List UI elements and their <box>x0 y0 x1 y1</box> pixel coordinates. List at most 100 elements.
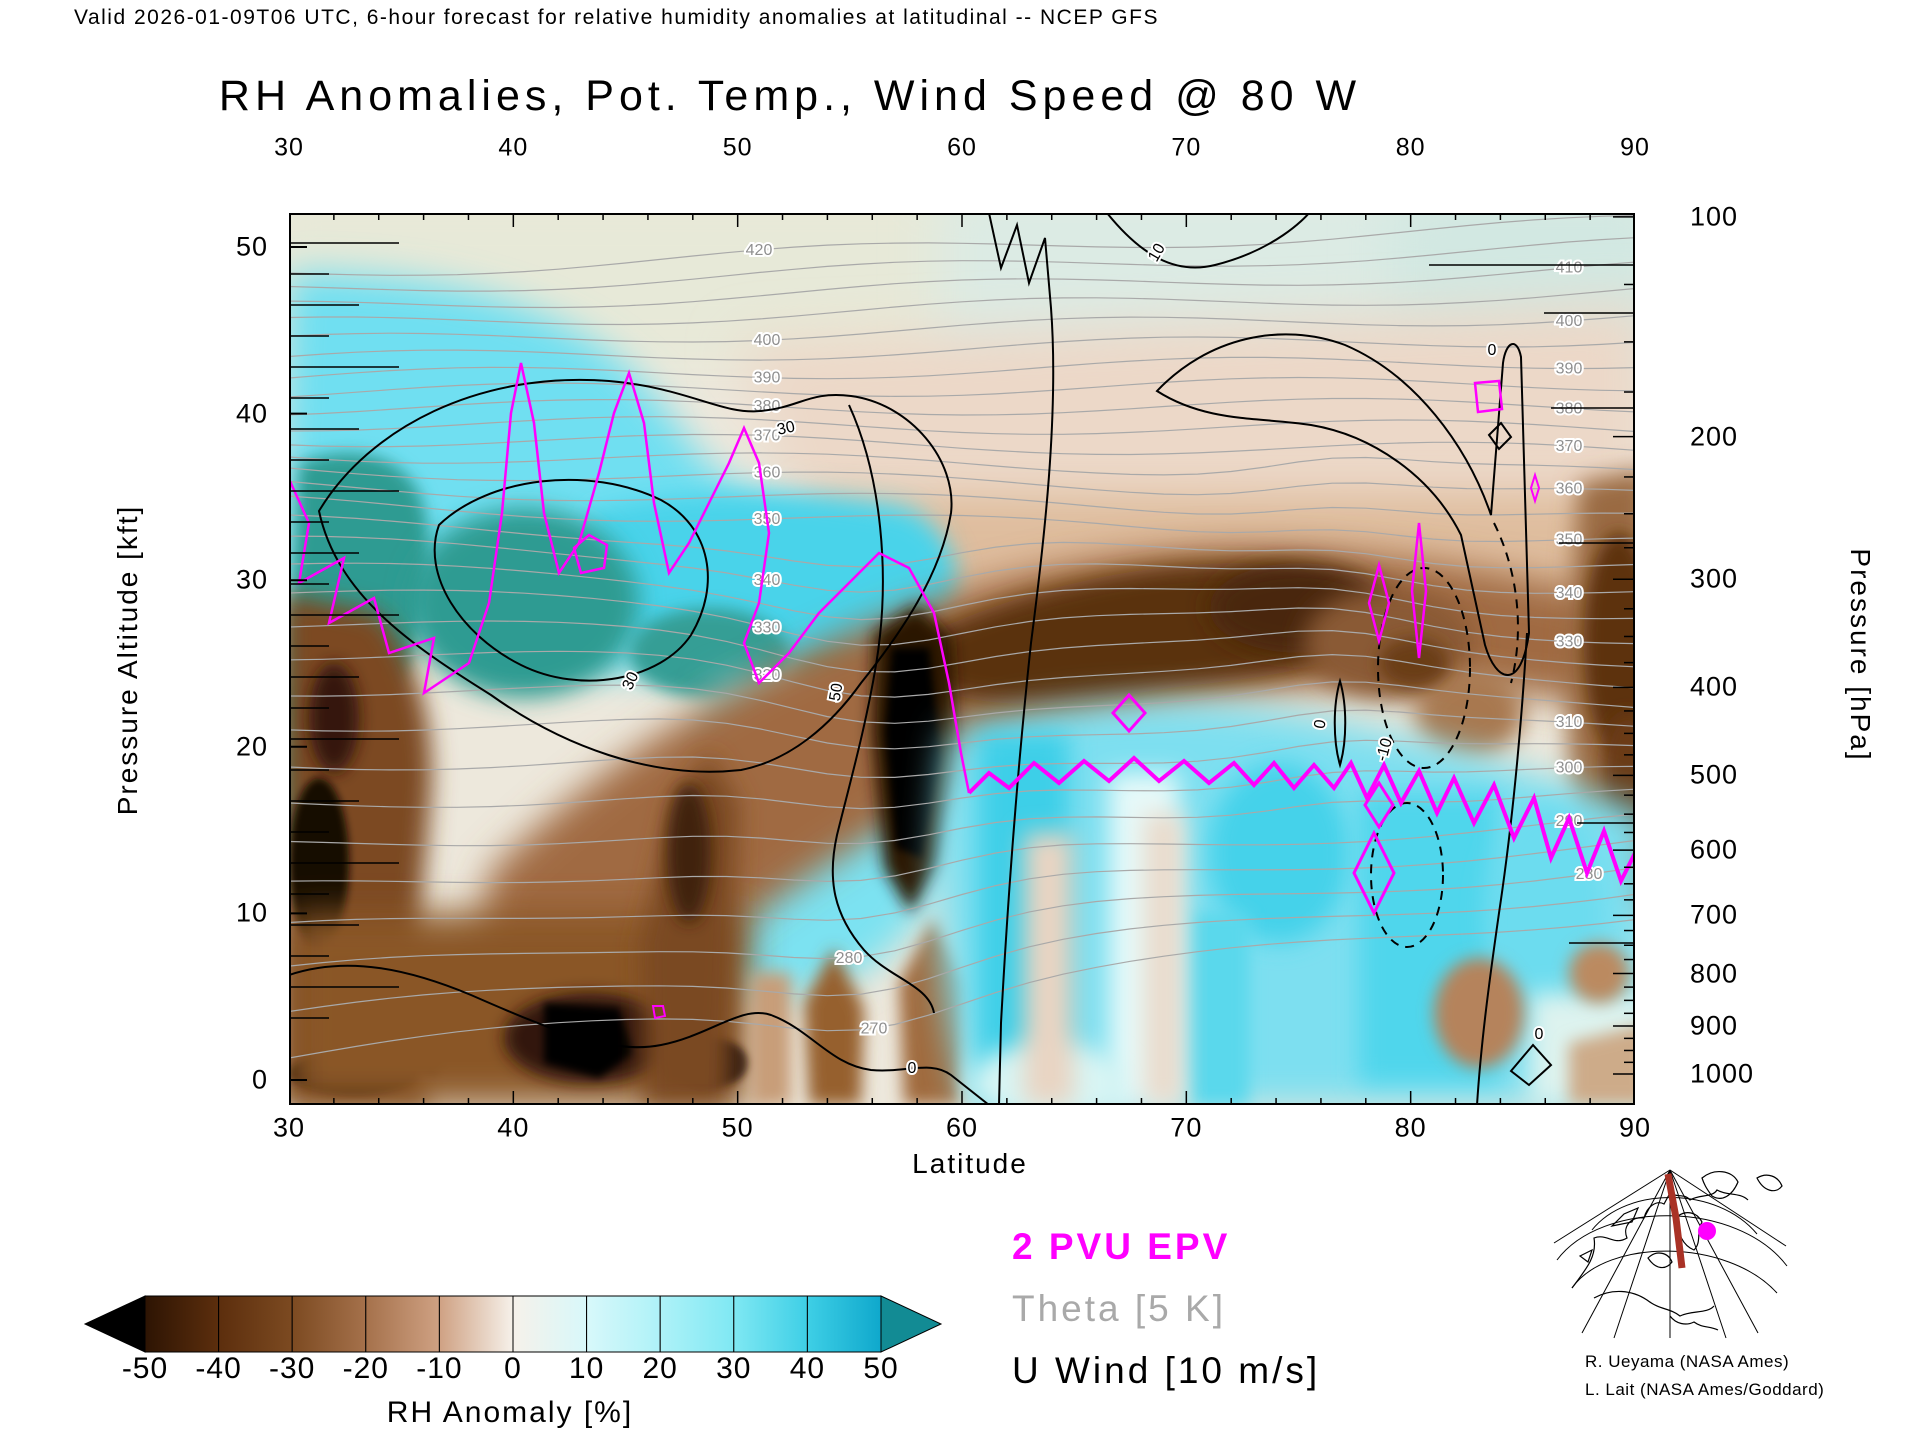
u-wind-inner-contour <box>433 478 709 682</box>
colorbar-tick-label: -30 <box>269 1352 316 1385</box>
u-wind-contour-label: 30 <box>776 418 797 438</box>
theta-contour-line <box>289 336 1635 361</box>
colorbar-tick-label: 30 <box>716 1352 752 1385</box>
right-axis-tick-label: 300 <box>1690 563 1739 594</box>
left-axis-tick-label: 10 <box>235 897 268 928</box>
left-axis-tick-label: 0 <box>251 1064 268 1095</box>
colorbar-caption: RH Anomaly [%] <box>386 1396 634 1429</box>
legend-item: Theta [5 K] <box>1012 1288 1226 1329</box>
colorbar-canvas <box>83 1295 943 1353</box>
theta-contour-line <box>289 535 1635 594</box>
right-axis-tick-label: 700 <box>1690 899 1739 930</box>
theta-contour-line <box>289 495 1635 543</box>
bottom-axis-tick-label: 80 <box>1394 1112 1427 1143</box>
theta-contour-label: 360 <box>1556 481 1583 498</box>
top-axis-tick-label: 40 <box>498 133 529 162</box>
u-wind-dashed-arc <box>1493 522 1519 684</box>
u-wind-zero-contour-right <box>1476 632 1528 1105</box>
theta-contour-label: 400 <box>754 332 781 349</box>
theta-contour-line <box>289 356 1635 380</box>
overlay-legend: 2 PVU EPV Theta [5 K] U Wind [10 m/s] <box>1012 1226 1320 1412</box>
theta-contour-line <box>289 739 1635 779</box>
theta-contour-label: 280 <box>1576 866 1603 883</box>
inner-tick-rulers <box>289 216 1635 1075</box>
left-axis-tick-label: 20 <box>235 731 268 762</box>
theta-contour-line <box>289 919 1635 1059</box>
u-wind-contour-label: 0 <box>908 1060 917 1077</box>
epv-closed-loop-diamond-2 <box>1363 780 1395 830</box>
theta-contour-line <box>289 467 1635 496</box>
theta-contour-label: 340 <box>754 572 781 589</box>
right-axis-tick-label: 800 <box>1690 958 1739 988</box>
legend-item: U Wind [10 m/s] <box>1012 1350 1321 1391</box>
bottom-axis-tick-label: 30 <box>272 1112 306 1143</box>
bottom-axis-tick-label: 50 <box>721 1112 754 1143</box>
u-wind-jet-contour <box>317 378 953 773</box>
theta-contour-label: 340 <box>1556 585 1583 602</box>
u-wind-small-loop-bottom-right <box>1509 1043 1553 1087</box>
u-wind-fold-contour <box>831 404 935 1014</box>
y-axis-left-title: Pressure Altitude [kft] <box>112 504 143 816</box>
theta-contour-line <box>289 237 1635 292</box>
theta-contour-label: 330 <box>1556 634 1583 651</box>
theta-contour-line <box>289 681 1635 724</box>
colorbar-under-arrow <box>83 1295 146 1353</box>
right-axis-tick-label: 200 <box>1690 421 1739 452</box>
right-axis-tick-label: 1000 <box>1690 1058 1755 1089</box>
u-wind-lens-contour <box>1333 677 1347 769</box>
colorbar-segment <box>733 1295 808 1353</box>
location-inset-map <box>1552 1138 1792 1348</box>
top-axis-tick-label: 90 <box>1620 133 1650 162</box>
epv-closed-loop-diamond-tall <box>1367 560 1391 646</box>
epv-closed-loop-diamond <box>1110 692 1148 734</box>
theta-contour-line <box>289 214 1635 276</box>
colorbar-segment <box>586 1295 661 1353</box>
top-axis-tick-label: 60 <box>947 133 977 162</box>
cross-section-canvas: 4204003903803703603503403303204104003903… <box>288 213 1636 1105</box>
epv-main-line-right <box>967 755 1635 887</box>
colorbar-tick-label: 20 <box>642 1352 678 1385</box>
theta-contour-label: 390 <box>1556 361 1583 378</box>
theta-contour-line <box>289 261 1635 309</box>
epv-closed-loop-diamond-big <box>1352 829 1396 917</box>
theta-contour-label: 280 <box>836 950 863 967</box>
y-axis-right-title: Pressure [hPa] <box>1845 548 1876 762</box>
right-axis-tick-label: 400 <box>1690 671 1739 702</box>
top-axis-tick-label: 50 <box>722 133 753 162</box>
top-axis-tick-label: 30 <box>274 133 304 162</box>
u-wind-contour-label: 50 <box>827 682 847 703</box>
theta-contour-label: 420 <box>746 242 773 259</box>
theta-contour-label: 400 <box>1556 313 1583 330</box>
theta-contour-line <box>289 514 1635 569</box>
rh-anomaly-fill-field <box>289 213 1635 1105</box>
colorbar-segment <box>806 1295 882 1353</box>
cross-section-track <box>1664 1173 1686 1269</box>
legend-item: 2 PVU EPV <box>1012 1226 1231 1267</box>
colorbar-segment <box>218 1295 293 1353</box>
colorbar-segment <box>512 1295 588 1353</box>
u-wind-zero-contour-upper-right <box>1155 333 1531 676</box>
credits: R. Ueyama (NASA Ames) L. Lait (NASA Ames… <box>1585 1348 1824 1404</box>
theta-contour-label: 310 <box>1556 714 1583 731</box>
theta-contour-line <box>289 650 1635 698</box>
epv-closed-loop-box <box>1473 379 1504 414</box>
x-axis-title: Latitude <box>912 1148 1028 1179</box>
left-axis-tick-label: 50 <box>235 231 268 262</box>
theta-contour-line <box>289 376 1635 398</box>
colorbar-segment <box>144 1295 220 1353</box>
theta-contour-line <box>289 788 1635 847</box>
theta-contour-line <box>289 416 1635 435</box>
theta-contour-label: 300 <box>1556 760 1583 777</box>
u-wind-contour-label: 0 <box>1535 1026 1544 1043</box>
bottom-axis-tick-label: 60 <box>945 1112 979 1143</box>
colorbar-segment <box>438 1295 514 1353</box>
credit-line-1: R. Ueyama (NASA Ames) <box>1585 1352 1790 1371</box>
colorbar-tick-labels: -50 -40 -30 -20 -10 0 10 20 30 40 50 <box>83 1352 953 1392</box>
valid-time-header: Valid 2026-01-09T06 UTC, 6-hour forecast… <box>74 6 1159 29</box>
left-axis-tick-label: 30 <box>235 564 268 595</box>
theta-contour-label: 270 <box>861 1020 888 1037</box>
left-axis-tick-label: 40 <box>235 398 268 429</box>
colorbar <box>83 1292 953 1367</box>
theta-contour-label: 410 <box>1556 260 1583 277</box>
point-marker <box>1698 1222 1716 1240</box>
